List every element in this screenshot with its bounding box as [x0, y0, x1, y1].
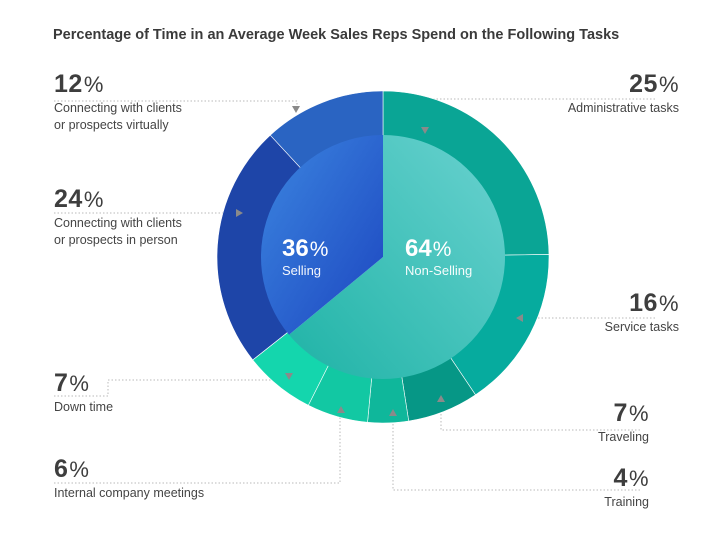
pointer-arrow-icon	[285, 373, 293, 380]
admin-label: Administrative tasks	[567, 101, 679, 115]
callout-traveling: 7% Traveling	[598, 399, 649, 445]
meetings-label: Internal company meetings	[54, 486, 205, 500]
pointer-arrow-icon	[292, 106, 300, 113]
in-person-pct: 24%	[54, 185, 104, 213]
callout-admin: 25% Administrative tasks	[568, 70, 679, 116]
leader-line	[54, 410, 341, 484]
callout-meetings: 6% Internal company meetings	[54, 455, 204, 501]
chart-title: Percentage of Time in an Average Week Sa…	[53, 27, 620, 43]
pointer-arrow-icon	[437, 395, 445, 402]
callout-training: 4% Training	[604, 464, 649, 510]
down-time-pct: 7%	[54, 369, 90, 397]
down-time-label: Down time	[54, 400, 114, 414]
virtual-pct: 12%	[54, 70, 104, 98]
non-selling-label: Non-Selling	[405, 263, 473, 278]
leader-line	[392, 413, 640, 491]
selling-center-label: 36% Selling	[282, 235, 329, 279]
outer-slice-training	[367, 375, 410, 424]
callout-down-time: 7% Down time	[54, 369, 113, 415]
virtual-label-line2: or prospects virtually	[54, 118, 169, 132]
callout-virtual: 12% Connecting with clients or prospects…	[54, 70, 182, 133]
pointer-arrow-icon	[236, 209, 243, 217]
non-selling-pct: 64%	[405, 235, 452, 262]
callout-in-person: 24% Connecting with clients or prospects…	[54, 185, 182, 248]
pointer-arrow-icon	[337, 406, 345, 413]
pointer-arrow-icon	[421, 127, 429, 134]
traveling-label: Traveling	[598, 430, 649, 444]
meetings-pct: 6%	[54, 455, 90, 483]
service-label: Service tasks	[604, 320, 679, 334]
admin-pct: 25%	[629, 70, 679, 98]
training-label: Training	[604, 495, 649, 509]
training-pct: 4%	[613, 464, 649, 492]
in-person-label-line1: Connecting with clients	[54, 216, 182, 230]
inner-slice-non-selling	[288, 135, 505, 380]
service-pct: 16%	[629, 289, 679, 317]
callout-service: 16% Service tasks	[605, 289, 679, 335]
virtual-label-line1: Connecting with clients	[54, 101, 182, 115]
in-person-label-line2: or prospects in person	[54, 233, 178, 247]
pointer-arrow-icon	[516, 314, 523, 322]
traveling-pct: 7%	[613, 399, 649, 427]
non-selling-center-label: 64% Non-Selling	[405, 235, 473, 279]
pointer-arrow-icon	[389, 409, 397, 416]
selling-pct: 36%	[282, 235, 329, 262]
inner-slice-selling	[261, 135, 383, 335]
selling-label: Selling	[282, 263, 322, 278]
leader-line	[54, 100, 298, 108]
